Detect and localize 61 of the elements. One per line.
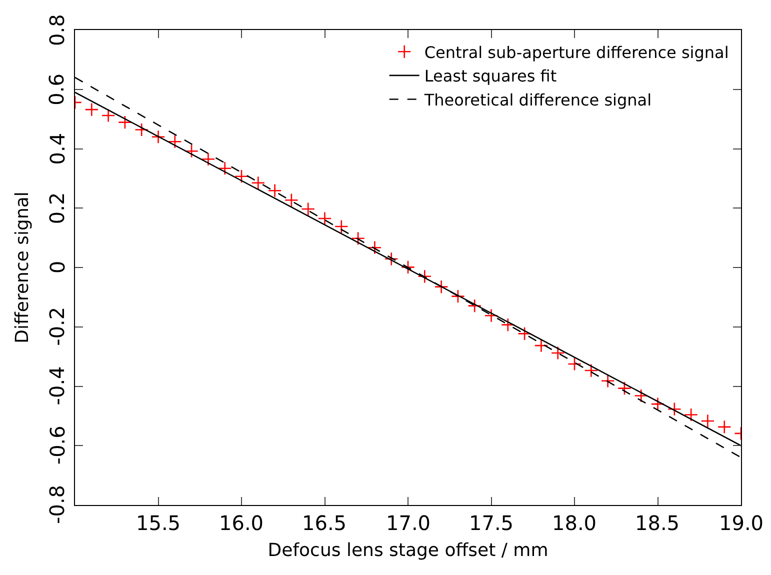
y-tick-label: 0.2 xyxy=(44,192,69,224)
y-tick-label: -0.4 xyxy=(44,366,69,406)
y-tick-label: -0.2 xyxy=(45,306,70,346)
point xyxy=(168,134,182,149)
point xyxy=(384,252,398,266)
point xyxy=(201,152,216,166)
point xyxy=(318,212,332,226)
point xyxy=(550,346,565,360)
point xyxy=(650,397,665,412)
point xyxy=(484,308,498,323)
point xyxy=(534,338,548,353)
x-tick-label: 19.0 xyxy=(719,511,764,535)
point xyxy=(700,414,715,428)
x-tick-label: 16.5 xyxy=(302,511,347,535)
point xyxy=(418,269,432,284)
x-tick-label: 17.0 xyxy=(386,511,431,535)
x-tick-label: 17.5 xyxy=(469,511,514,535)
point xyxy=(667,402,682,416)
point xyxy=(101,108,116,122)
point xyxy=(518,326,532,341)
point xyxy=(284,193,298,208)
y-tick-label: 0.4 xyxy=(45,132,70,165)
point xyxy=(568,357,582,371)
legend-label: Theoretical difference signal xyxy=(423,90,652,110)
point xyxy=(451,289,465,304)
point xyxy=(134,122,149,137)
point xyxy=(684,408,698,422)
point xyxy=(251,176,266,190)
point xyxy=(351,231,365,246)
y-axis-title: Difference signal xyxy=(12,192,34,344)
x-tick-label: 18.5 xyxy=(635,511,680,535)
point xyxy=(334,220,348,234)
legend-label: Least squares fit xyxy=(424,66,557,86)
x-tick-label: 18.0 xyxy=(552,511,597,535)
x-tick-label: 16.0 xyxy=(219,511,264,535)
point xyxy=(368,240,382,255)
point xyxy=(434,280,448,294)
point xyxy=(184,144,198,158)
y-tick-label: 0 xyxy=(46,260,70,274)
point xyxy=(717,420,732,434)
point xyxy=(618,381,632,396)
point xyxy=(234,169,248,184)
y-tick-label: 0.6 xyxy=(44,74,69,106)
legend-label: Central sub-aperture difference signal xyxy=(424,42,729,62)
point xyxy=(118,115,132,130)
y-tick-label: -0.8 xyxy=(45,484,69,524)
point xyxy=(634,388,648,403)
point xyxy=(84,102,99,117)
point xyxy=(268,184,282,198)
point xyxy=(301,202,316,216)
x-axis-title: Defocus lens stage offset / mm xyxy=(268,540,548,562)
point xyxy=(401,260,415,274)
y-tick-label: 0.8 xyxy=(45,14,69,46)
point xyxy=(218,161,232,176)
point xyxy=(468,298,482,313)
point xyxy=(584,364,598,378)
point xyxy=(500,318,515,332)
point xyxy=(151,130,166,144)
x-tick-label: 15.5 xyxy=(136,511,181,535)
y-tick-label: -0.6 xyxy=(45,426,70,465)
point xyxy=(600,374,615,388)
